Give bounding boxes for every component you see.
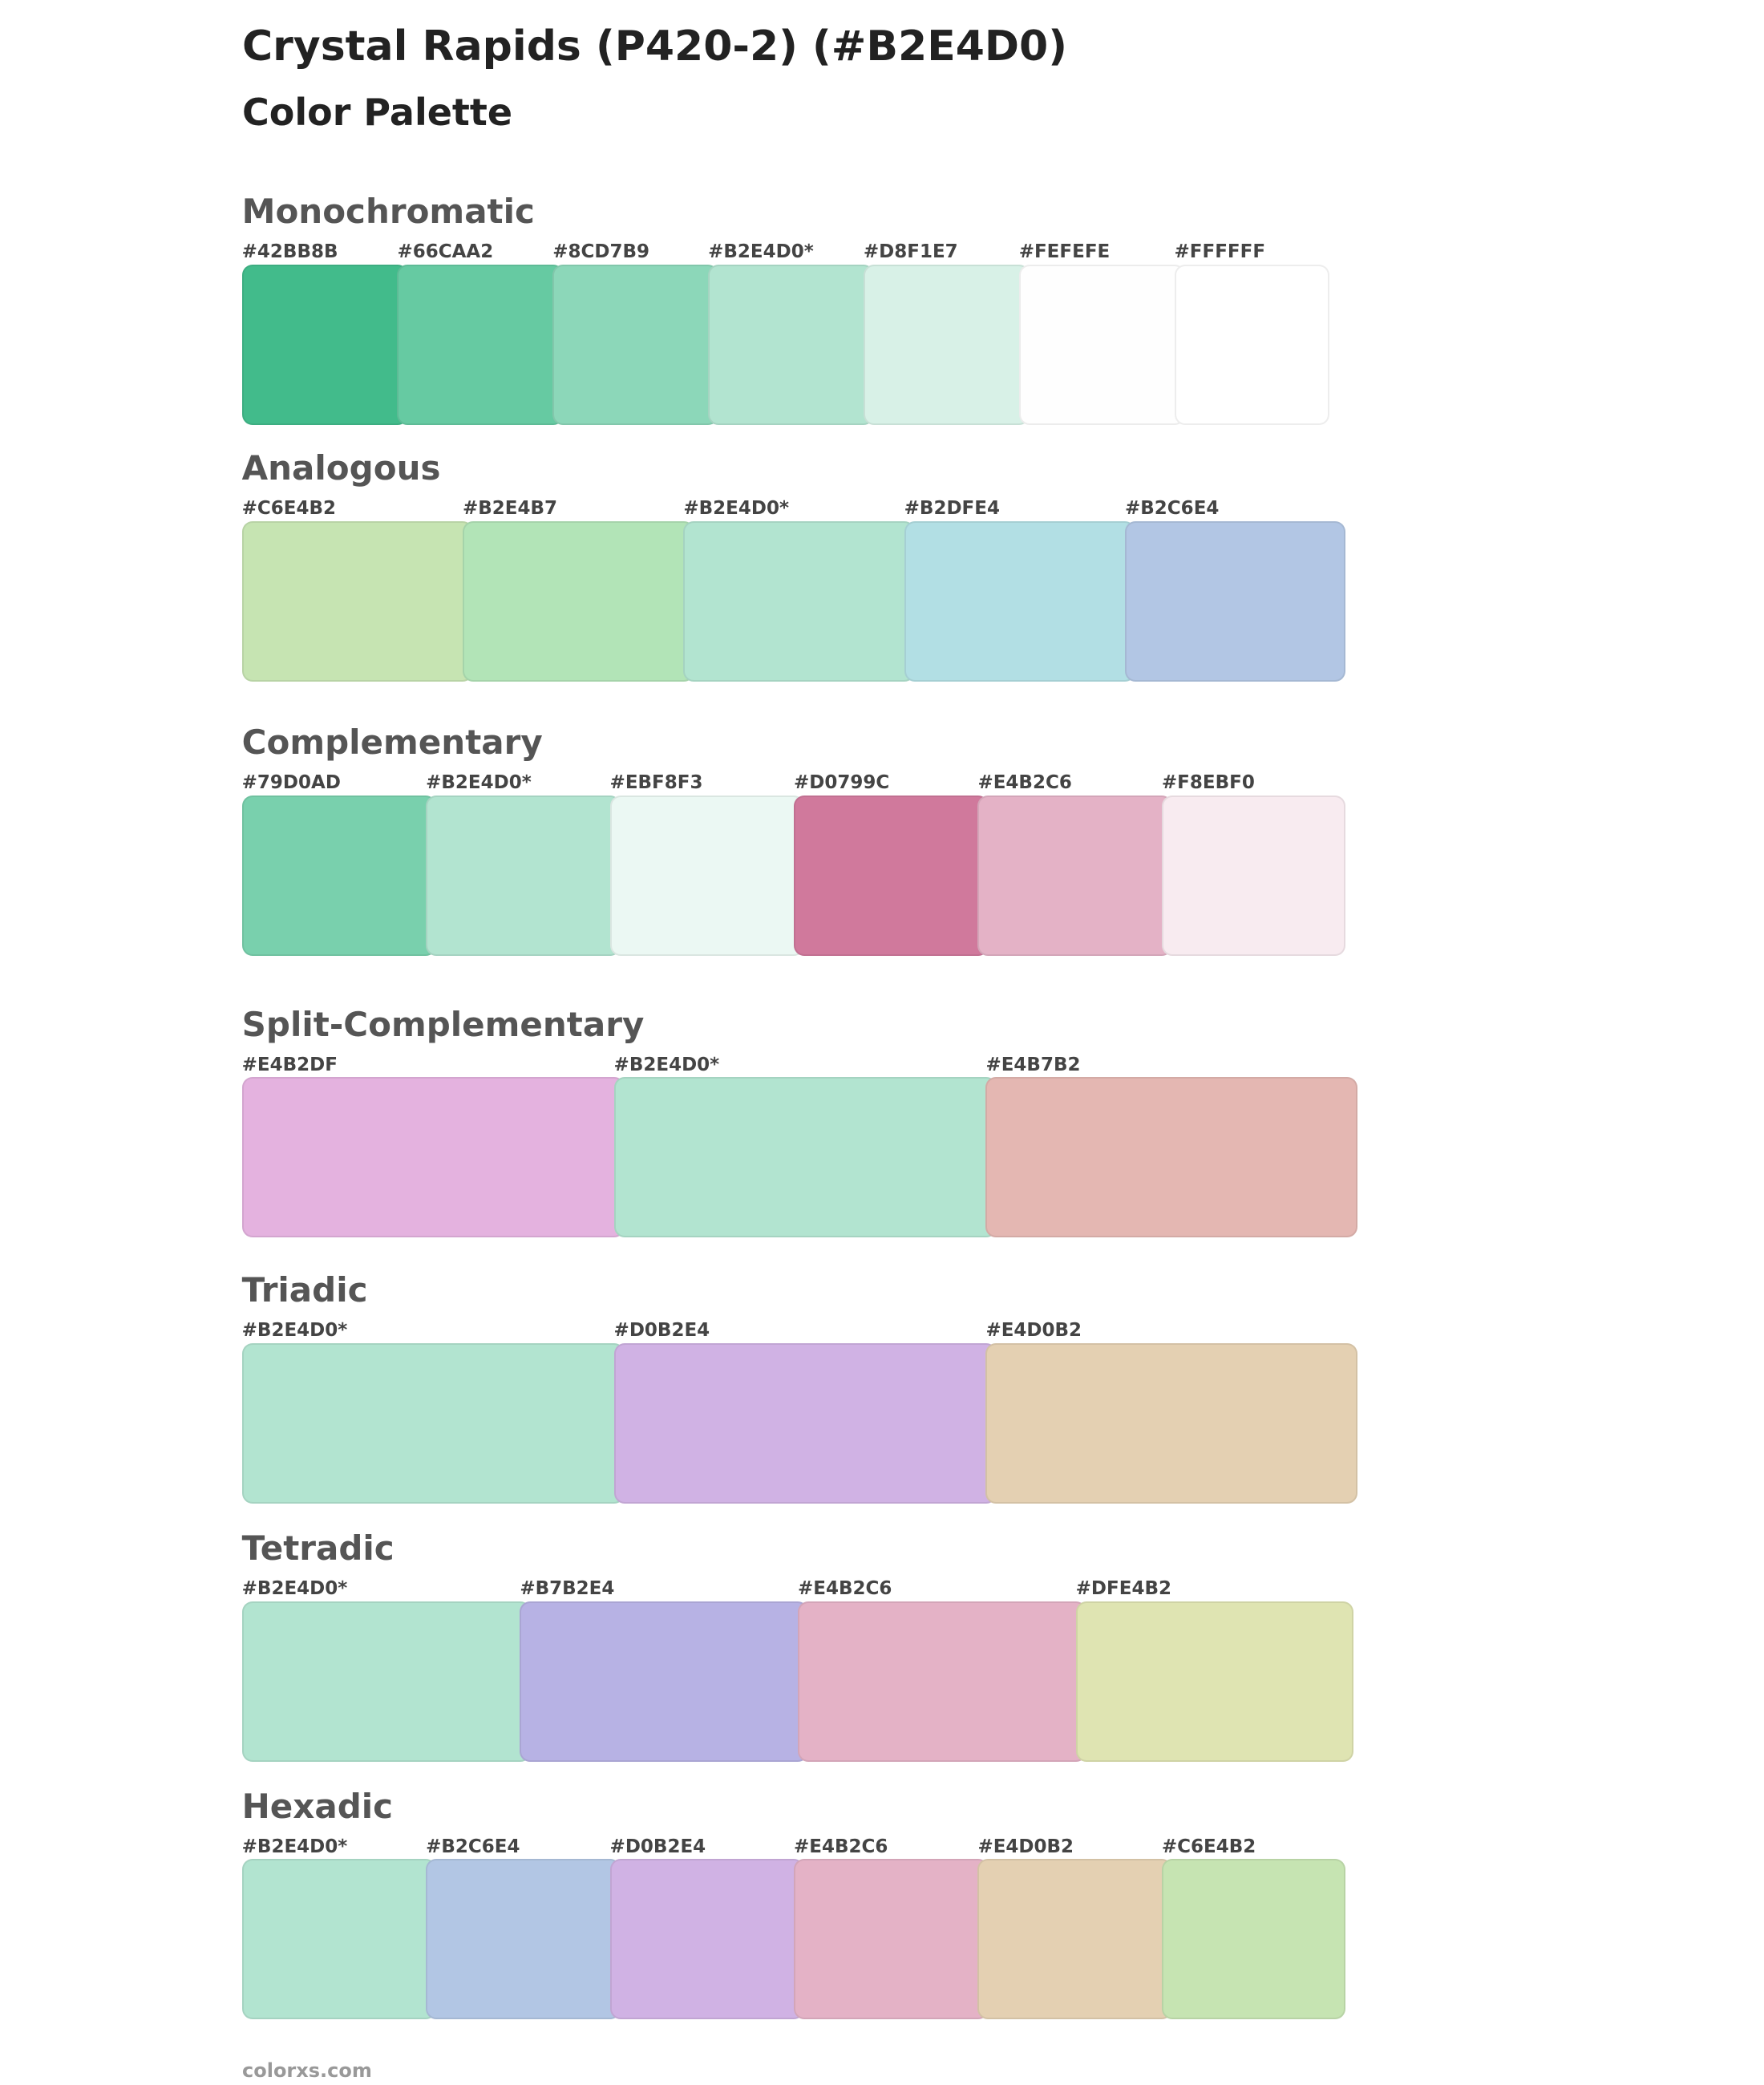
color-swatch: [613, 1343, 997, 1504]
color-swatch: [1125, 521, 1346, 682]
color-swatch: [1075, 1601, 1354, 1762]
swatch-label: #D8F1E7: [863, 241, 958, 263]
color-swatch: [794, 1859, 989, 2020]
swatch-label: #B2E4D0*: [241, 1836, 348, 1857]
swatch-label: #E4B2C6: [794, 1836, 888, 1857]
page-title: Crystal Rapids (P420-2) (#B2E4D0): [242, 22, 1068, 71]
color-swatch: [794, 795, 989, 956]
swatch-label: #FFFFFF: [1174, 241, 1266, 263]
swatch-label: #E4B2C6: [977, 772, 1072, 793]
color-swatch: [683, 521, 915, 682]
swatch-label: #B7B2E4: [520, 1578, 615, 1599]
color-swatch: [463, 521, 694, 682]
swatch-label: #D0B2E4: [609, 1836, 706, 1857]
section-heading: Hexadic: [241, 1786, 394, 1826]
color-swatch: [708, 265, 875, 425]
swatch-label: #B2DFE4: [904, 498, 1000, 520]
color-swatch: [397, 265, 564, 425]
section-heading: Split-Complementary: [241, 1004, 645, 1044]
page-subtitle: Color Palette: [242, 91, 513, 134]
section-heading: Complementary: [241, 723, 543, 762]
swatch-label: #E4B2C6: [798, 1578, 892, 1599]
swatch-label: #EBF8F3: [609, 772, 703, 793]
swatch-label: #D0799C: [794, 772, 890, 793]
swatch-label: #B2C6E4: [1125, 498, 1220, 520]
swatch-label: #B2E4D0*: [241, 1320, 348, 1342]
swatch-label: #B2E4D0*: [683, 498, 789, 520]
swatch-label: #E4B7B2: [985, 1054, 1081, 1075]
section-heading: Analogous: [241, 448, 441, 488]
color-swatch: [609, 795, 805, 956]
swatch-label: #F8EBF0: [1161, 772, 1255, 793]
swatch-label: #B2C6E4: [426, 1836, 520, 1857]
color-swatch: [241, 265, 408, 425]
color-swatch: [609, 1859, 805, 2020]
color-swatch: [613, 1077, 997, 1238]
footer-site: colorxs.com: [242, 2059, 372, 2082]
color-swatch: [426, 795, 621, 956]
color-swatch: [977, 795, 1173, 956]
color-swatch: [1174, 265, 1330, 425]
swatch-label: #C6E4B2: [1161, 1836, 1256, 1857]
swatch-label: #C6E4B2: [241, 498, 337, 520]
color-swatch: [798, 1601, 1086, 1762]
swatch-label: #42BB8B: [241, 241, 338, 263]
section-heading: Monochromatic: [241, 192, 535, 232]
swatch-label: #B2E4D0*: [708, 241, 814, 263]
color-swatch: [241, 1077, 625, 1238]
swatch-label: #B2E4B7: [463, 498, 558, 520]
color-swatch: [520, 1601, 809, 1762]
color-swatch: [863, 265, 1030, 425]
color-swatch: [1161, 795, 1346, 956]
swatch-label: #79D0AD: [241, 772, 341, 793]
swatch-label: #B2E4D0*: [426, 772, 532, 793]
color-swatch: [241, 1601, 531, 1762]
color-swatch: [241, 521, 474, 682]
swatch-label: #E4D0B2: [977, 1836, 1074, 1857]
color-swatch: [1018, 265, 1185, 425]
color-swatch: [241, 795, 437, 956]
color-swatch: [1161, 1859, 1346, 2020]
color-swatch: [241, 1343, 625, 1504]
color-swatch: [552, 265, 719, 425]
swatch-label: #DFE4B2: [1075, 1578, 1171, 1599]
color-swatch: [977, 1859, 1173, 2020]
swatch-label: #66CAA2: [397, 241, 494, 263]
swatch-label: #B2E4D0*: [241, 1578, 348, 1599]
swatch-label: #8CD7B9: [552, 241, 650, 263]
color-swatch: [985, 1343, 1358, 1504]
swatch-label: #B2E4D0*: [613, 1054, 720, 1075]
color-swatch: [904, 521, 1136, 682]
swatch-label: #FEFEFE: [1018, 241, 1111, 263]
color-swatch: [985, 1077, 1358, 1238]
color-swatch: [241, 1859, 437, 2020]
section-heading: Triadic: [241, 1270, 368, 1310]
section-heading: Tetradic: [241, 1528, 394, 1568]
color-swatch: [426, 1859, 621, 2020]
swatch-label: #D0B2E4: [613, 1320, 710, 1342]
swatch-label: #E4B2DF: [241, 1054, 338, 1075]
swatch-label: #E4D0B2: [985, 1320, 1082, 1342]
